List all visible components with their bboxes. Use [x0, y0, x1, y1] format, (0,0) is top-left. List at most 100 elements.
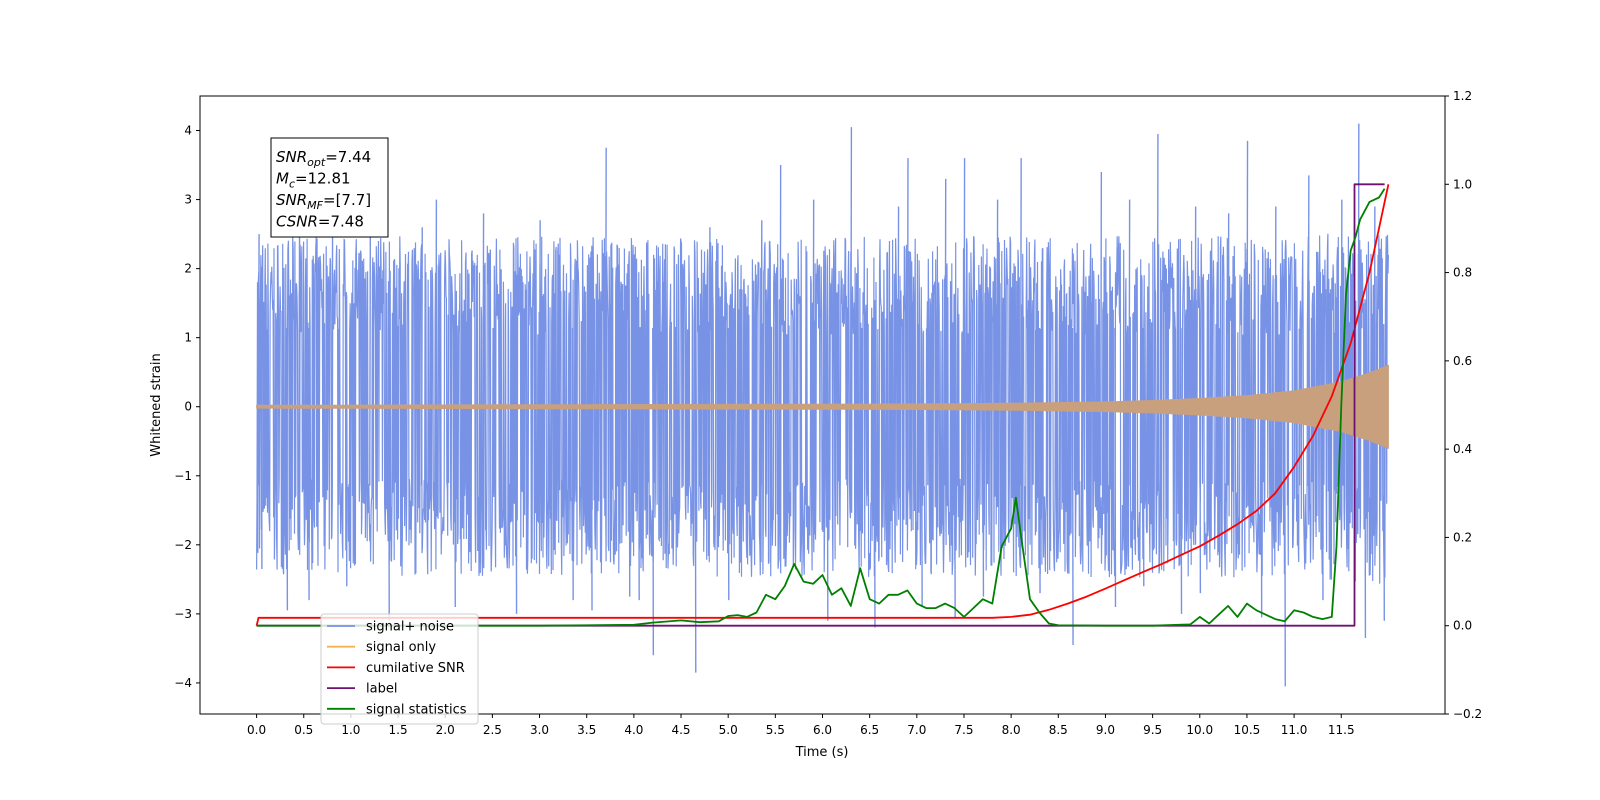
noise-spike-10: [435, 199, 438, 486]
noise-spike-13: [515, 328, 518, 614]
noise-spike-24: [760, 220, 763, 486]
noise-spike-7: [369, 206, 372, 486]
x-tick-label: 11.5: [1328, 723, 1355, 737]
noise-spike-6: [345, 328, 348, 587]
y-tick-label: 1: [184, 331, 192, 345]
y-tick-label: −3: [174, 607, 192, 621]
series-signal-only: [256, 364, 1389, 449]
noise-spike-58: [1364, 324, 1367, 639]
x-tick-label: 3.5: [577, 723, 596, 737]
noise-spike-31: [906, 158, 909, 486]
noise-spike-51: [1260, 328, 1263, 618]
noise-spike-47: [1194, 206, 1197, 486]
noise-spike-33: [944, 178, 947, 486]
series-label: [256, 183, 1385, 627]
noise-spike-27: [826, 328, 829, 621]
noise-spike-52: [1274, 206, 1277, 486]
noise-spike-42: [1114, 328, 1117, 607]
noise-spike-12: [482, 213, 485, 486]
annotation-line-3: SNRMF=[7.7]: [276, 191, 371, 212]
x-tick-label: 9.0: [1096, 723, 1115, 737]
y2-tick-label: 0.2: [1453, 530, 1472, 544]
x-tick-label: 0.0: [247, 723, 266, 737]
noise-spike-55: [1321, 326, 1324, 601]
x-axis-ticks: 0.0 0.5 1.0 1.5 2.0 2.5 3.0 3.5 4.0 4.5 5.0 5.5 6.0 6…: [247, 714, 1355, 737]
noise-spike-0: [257, 234, 260, 486]
y2-tick-label: 1.0: [1453, 177, 1472, 191]
noise-spike-53: [1283, 328, 1286, 687]
x-tick-label: 4.5: [671, 723, 690, 737]
y-tick-label: 3: [184, 193, 192, 207]
x-tick-label: 6.5: [860, 723, 879, 737]
noise-spike-17: [604, 147, 607, 486]
noise-spike-4: [307, 328, 310, 601]
noise-spike-41: [1100, 171, 1103, 486]
noise-spike-34: [953, 328, 956, 618]
noise-spike-40: [1071, 328, 1074, 645]
noise-spike-32: [920, 328, 923, 607]
noise-spike-43: [1128, 199, 1131, 486]
noise-spike-14: [538, 220, 541, 486]
annotation-line-4: CSNR=7.48: [276, 213, 364, 231]
y-tick-label: −2: [174, 538, 192, 552]
snr-line: [255, 184, 1390, 626]
noise-spike-2: [286, 328, 289, 611]
legend-entry-label: signal statistics: [366, 702, 467, 717]
y2-tick-label: 1.2: [1453, 89, 1472, 103]
y2-tick-label: −0.2: [1453, 707, 1482, 721]
y2-tick-label: 0.4: [1453, 442, 1472, 456]
noise-spike-39: [1038, 328, 1041, 594]
label-line: [256, 183, 1385, 627]
noise-spike-29: [873, 328, 876, 628]
series-cumulative-snr: [255, 184, 1390, 626]
y2-tick-label: 0.6: [1453, 354, 1472, 368]
noise-spike-25: [779, 165, 782, 486]
noise-spike-50: [1246, 140, 1249, 486]
noise-spike-44: [1142, 328, 1145, 587]
x-tick-label: 1.0: [341, 723, 360, 737]
x-tick-label: 10.5: [1234, 723, 1261, 737]
x-tick-label: 4.0: [624, 723, 643, 737]
y2-tick-label: 0.0: [1453, 619, 1472, 633]
noise-spike-9: [420, 227, 423, 486]
noise-spike-18: [628, 328, 631, 597]
x-tick-label: 7.5: [954, 723, 973, 737]
y-axis-ticks: 4 3 2 1 0 −1 −2 −3 −4: [174, 124, 200, 690]
x-tick-label: 1.5: [389, 723, 408, 737]
x-tick-label: 0.5: [294, 723, 313, 737]
x-tick-label: 5.5: [766, 723, 785, 737]
noise-spike-16: [590, 328, 593, 611]
legend-entry-label: signal+ noise: [366, 620, 454, 635]
x-tick-label: 8.0: [1002, 723, 1021, 737]
noise-spike-8: [387, 328, 390, 621]
noise-spike-20: [652, 328, 655, 656]
noise-spike-11: [453, 328, 456, 607]
noise-spike-35: [963, 158, 966, 486]
legend-frame: [320, 613, 479, 725]
y-tick-label: 0: [184, 400, 192, 414]
noise-spike-23: [727, 328, 730, 601]
noise-spike-45: [1156, 133, 1159, 486]
noise-spike-15: [571, 328, 574, 601]
legend: signal+ noise signal only cumilative SNR la…: [320, 613, 479, 725]
x-tick-label: 2.0: [436, 723, 455, 737]
x-tick-label: 3.0: [530, 723, 549, 737]
noise-spike-36: [982, 328, 985, 597]
annotation-frame: [270, 137, 389, 238]
y-axis-label: Whitened strain: [149, 353, 164, 456]
y-tick-label: 4: [184, 124, 192, 138]
plot-area: [199, 95, 1446, 715]
y-tick-label: −4: [174, 676, 192, 690]
noise-spike-38: [1019, 158, 1022, 486]
y2-axis-ticks: 1.2 1.0 0.8 0.6 0.4 0.2 0.0 −0.2: [1445, 89, 1482, 721]
x-tick-label: 11.0: [1281, 723, 1308, 737]
x-tick-label: 9.5: [1143, 723, 1162, 737]
x-axis-label: Time (s): [795, 745, 849, 760]
noise-spike-30: [897, 206, 900, 486]
annotation-line-2: Mc=12.81: [276, 170, 351, 191]
noise-spike-19: [637, 328, 640, 601]
noise-spike-49: [1227, 213, 1230, 486]
noise-spike-54: [1307, 175, 1310, 487]
